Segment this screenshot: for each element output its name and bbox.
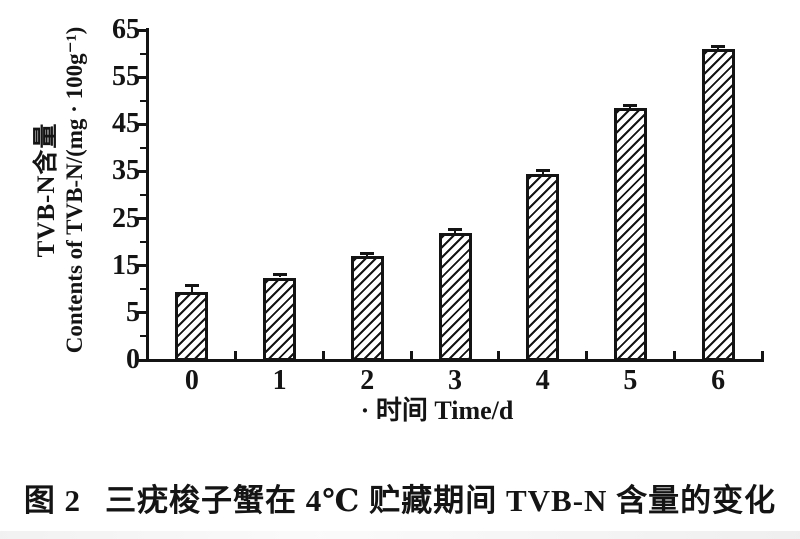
bar-day-5 (613, 107, 647, 361)
x-tick (497, 351, 501, 360)
y-tick-major (135, 311, 146, 315)
x-category-label: 1 (272, 365, 287, 396)
y-tick-minor (140, 194, 146, 196)
y-tick-label: 45 (112, 108, 140, 140)
error-bar-cap (360, 251, 375, 255)
bar-day-6 (701, 48, 735, 361)
y-tick-label: 65 (112, 14, 140, 45)
bar-day-0 (175, 291, 209, 361)
figure-number-label: 图 2 (23, 483, 82, 518)
y-tick-major (135, 169, 146, 173)
x-tick (672, 351, 676, 360)
y-axis-line (146, 28, 149, 362)
bar-day-2 (350, 256, 384, 361)
scan-artifact (0, 531, 800, 539)
figure-caption-text: 三疣梭子蟹在 4℃ 贮藏期间 TVB-N 含量的变化 (105, 483, 777, 518)
x-category-label: 5 (623, 365, 638, 396)
y-tick-label: 0 (126, 344, 140, 375)
error-bar-cap (623, 103, 638, 107)
y-tick-label: 35 (112, 155, 140, 187)
x-category-label: 4 (535, 365, 550, 396)
x-category-label: 2 (360, 365, 375, 396)
bar-day-1 (263, 277, 297, 361)
bar-day-3 (438, 232, 472, 361)
x-category-label: 0 (184, 365, 199, 396)
y-tick-label: 25 (112, 202, 140, 234)
x-tick (585, 351, 589, 360)
y-tick-minor (140, 335, 146, 338)
error-bar-cap (184, 284, 199, 288)
y-axis-title-cn: TVB-N含量 (33, 122, 60, 258)
error-bar-cap (535, 168, 550, 172)
error-bar-whisker (190, 285, 193, 292)
x-tick (321, 351, 325, 360)
bar-day-4 (526, 173, 560, 361)
y-tick-major (135, 358, 146, 362)
y-tick-major (135, 122, 146, 126)
x-category-label: 6 (711, 365, 726, 396)
y-tick-label: 55 (112, 61, 140, 93)
error-bar-whisker (541, 170, 544, 174)
y-tick-minor (140, 52, 146, 55)
y-axis-title-en: Contents of TVB-N/(mg · 100g⁻¹) (62, 26, 87, 354)
y-axis-title: TVB-N含量 Contents of TVB-N/(mg · 100g⁻¹) (33, 20, 91, 360)
error-bar-cap (711, 44, 726, 48)
y-tick-minor (140, 146, 146, 149)
y-tick-minor (140, 241, 146, 244)
figure-caption: 图 2 三疣梭子蟹在 4℃ 贮藏期间 TVB-N 含量的变化 (0, 480, 800, 522)
error-bar-cap (448, 228, 462, 232)
x-tick (760, 351, 764, 360)
y-tick-major (135, 28, 146, 32)
x-tick (409, 351, 413, 360)
error-bar-cap (272, 273, 287, 277)
y-tick-minor (140, 288, 146, 291)
x-category-label: 3 (448, 365, 462, 396)
y-tick-label: 15 (112, 249, 140, 281)
x-axis-title: · 时间 Time/d (360, 396, 514, 425)
x-tick (234, 351, 238, 360)
y-tick-major (135, 75, 146, 79)
y-tick-label: 5 (126, 296, 140, 328)
y-tick-major (135, 217, 146, 221)
y-tick-major (135, 264, 146, 268)
y-tick-minor (140, 99, 146, 102)
